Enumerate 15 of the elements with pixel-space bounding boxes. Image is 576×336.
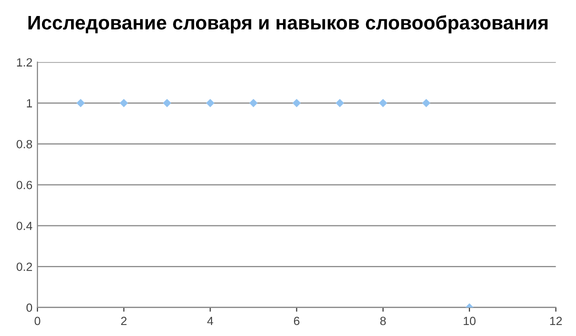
x-tick-label: 12: [550, 316, 562, 326]
x-tick-label: 8: [380, 316, 386, 326]
x-tick-label: 6: [294, 316, 300, 326]
y-tick-label: 0.6: [16, 180, 32, 190]
y-tick-label: 1: [26, 99, 32, 108]
x-tick-label: 2: [121, 316, 127, 326]
y-tick-label: 0.4: [16, 222, 32, 230]
y-tick-label: 0: [26, 303, 32, 312]
y-tick-label: 0.2: [16, 262, 32, 271]
y-tick-label: 0.8: [16, 140, 32, 148]
chart-title: Исследование словаря и навыков словообразования: [28, 15, 548, 34]
x-tick-label: 10: [464, 316, 476, 326]
x-tick-label: 4: [207, 316, 214, 326]
x-tick-label: 0: [34, 316, 40, 326]
y-tick-label: 1.2: [17, 58, 32, 66]
